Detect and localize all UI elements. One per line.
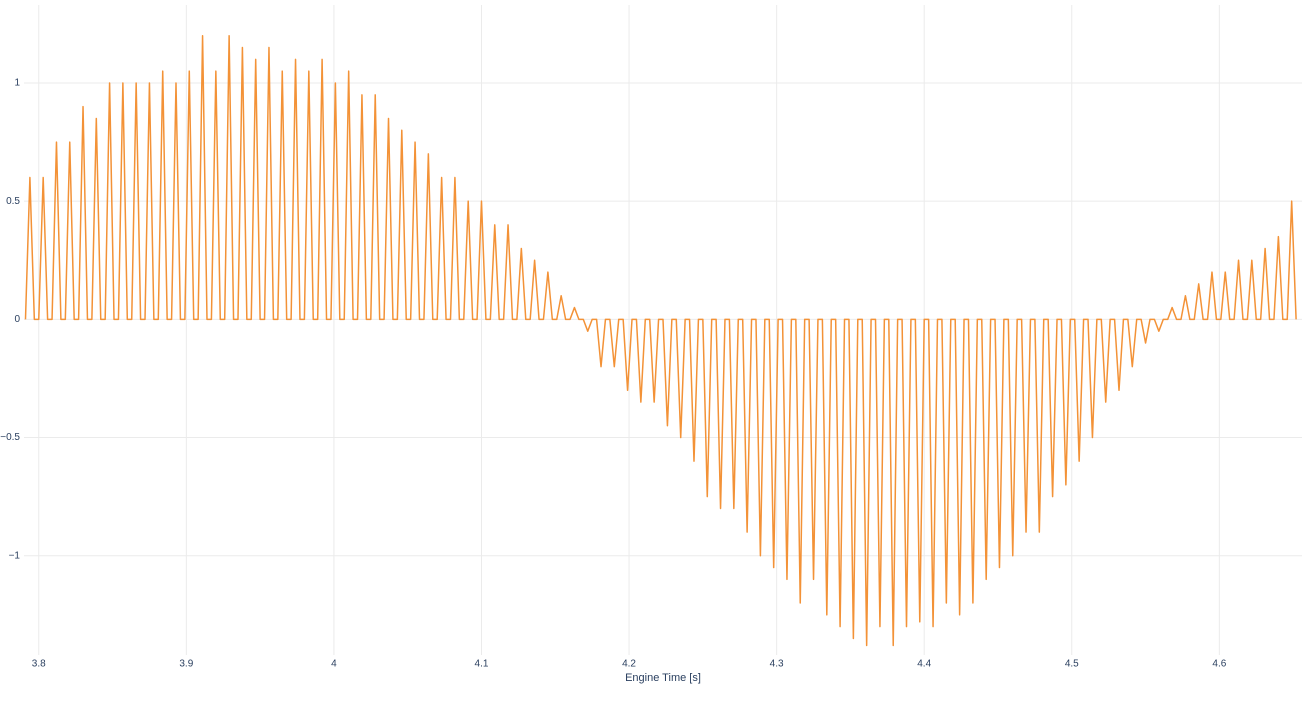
x-tick-label: 4: [331, 659, 337, 670]
y-tick-label: 1: [14, 78, 20, 89]
x-tick-label: 4.3: [770, 659, 784, 670]
x-tick-label: 4.5: [1065, 659, 1079, 670]
x-tick-label: 3.9: [179, 659, 193, 670]
plot-layer: [24, 34, 1297, 647]
x-tick-label: 4.4: [917, 659, 931, 670]
x-tick-label: 4.1: [475, 659, 489, 670]
y-tick-label: 0.5: [6, 196, 20, 207]
y-tick-label: −1: [9, 550, 21, 561]
y-tick-label: 0: [14, 314, 20, 325]
x-tick-label: 3.8: [32, 659, 46, 670]
data-line: [24, 34, 1297, 647]
x-axis-title: Engine Time [s]: [625, 672, 701, 684]
y-tick-label: −0.5: [0, 432, 20, 443]
x-tick-label: 4.2: [622, 659, 636, 670]
x-tick-label: 4.6: [1212, 659, 1226, 670]
